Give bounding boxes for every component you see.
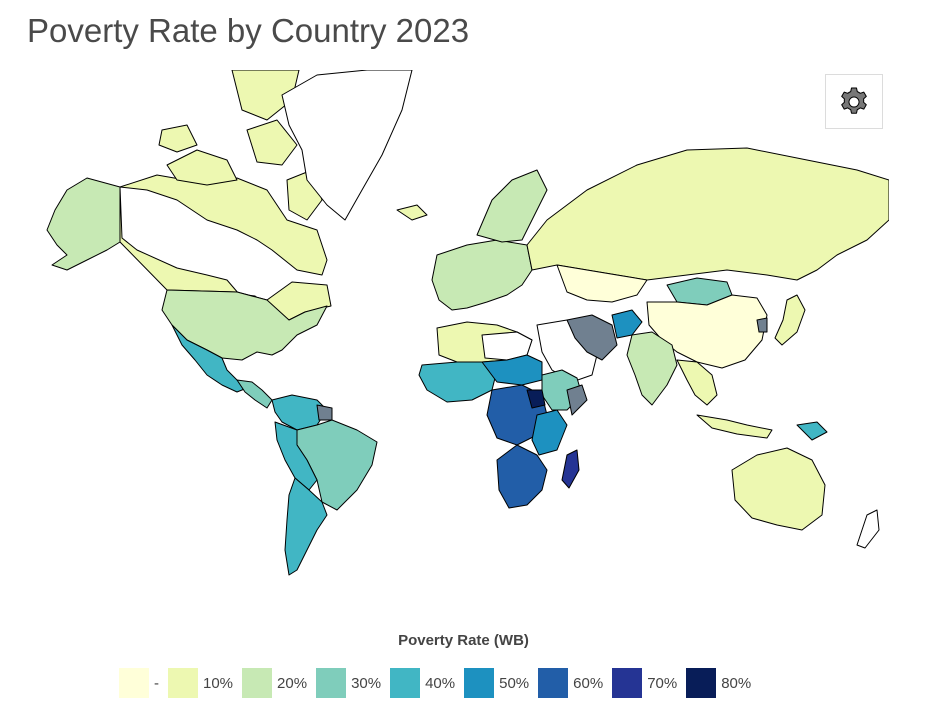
region-new-zealand (856, 509, 880, 549)
legend-label: 30% (351, 674, 382, 692)
region-south-sudan[interactable] (526, 389, 546, 409)
region-east-africa[interactable] (531, 409, 568, 456)
legend-label: 20% (277, 674, 308, 692)
region-argentina-chile[interactable] (284, 477, 328, 576)
region-russia[interactable] (526, 147, 890, 281)
region-central-america[interactable] (236, 379, 273, 409)
legend-swatch (612, 668, 643, 698)
legend-label: 80% (721, 674, 752, 692)
legend-item: 40% (390, 668, 455, 698)
legend-label: - (154, 674, 159, 692)
region-europe[interactable] (431, 239, 533, 311)
settings-button[interactable] (825, 74, 883, 129)
legend-label: 10% (203, 674, 234, 692)
region-iceland[interactable] (396, 204, 428, 221)
region-papua-new-guinea[interactable] (796, 421, 828, 441)
region-west-africa[interactable] (418, 361, 498, 403)
legend-item: 70% (612, 668, 677, 698)
region-madagascar[interactable] (561, 449, 580, 489)
region-afghanistan[interactable] (611, 309, 643, 339)
region-kazakhstan[interactable] (556, 264, 648, 303)
legend-item: 60% (538, 668, 603, 698)
region-iran[interactable] (566, 314, 618, 361)
region-sahel[interactable] (481, 354, 543, 386)
legend-item: 20% (242, 668, 307, 698)
region-somalia[interactable] (566, 384, 588, 416)
legend-item: 30% (316, 668, 381, 698)
region-southeast-asia[interactable] (676, 359, 718, 406)
world-map (27, 69, 890, 600)
legend-swatch (242, 668, 273, 698)
legend-swatch (316, 668, 347, 698)
region-india[interactable] (626, 331, 678, 406)
legend: - 10% 20% 30% 40% 50% 60% 70% 80% (119, 668, 760, 698)
legend-swatch (390, 668, 421, 698)
region-southern-africa[interactable] (496, 444, 548, 509)
region-australia[interactable] (731, 447, 826, 531)
legend-label: 50% (499, 674, 530, 692)
region-japan[interactable] (774, 294, 806, 346)
legend-label: 70% (647, 674, 678, 692)
legend-label: 60% (573, 674, 604, 692)
legend-swatch (538, 668, 569, 698)
region-greenland (281, 69, 413, 221)
legend-item: 80% (686, 668, 751, 698)
legend-label: 40% (425, 674, 456, 692)
region-indonesia[interactable] (696, 414, 773, 439)
region-arctic-islands[interactable] (158, 69, 323, 221)
region-scandinavia[interactable] (476, 169, 548, 243)
legend-item: 50% (464, 668, 529, 698)
gear-icon (841, 87, 867, 114)
page-title: Poverty Rate by Country 2023 (27, 12, 470, 49)
region-alaska[interactable] (46, 177, 121, 271)
legend-swatch (686, 668, 717, 698)
legend-swatch (168, 668, 198, 698)
legend-swatch (119, 668, 149, 698)
region-peru-bolivia[interactable] (274, 421, 318, 491)
legend-item: - (119, 668, 159, 698)
legend-swatch (464, 668, 495, 698)
legend-item: 10% (168, 668, 233, 698)
world-map-svg (46, 69, 890, 576)
region-north-korea[interactable] (756, 317, 768, 333)
region-guyana[interactable] (316, 404, 333, 421)
legend-title: Poverty Rate (WB) (398, 632, 529, 649)
